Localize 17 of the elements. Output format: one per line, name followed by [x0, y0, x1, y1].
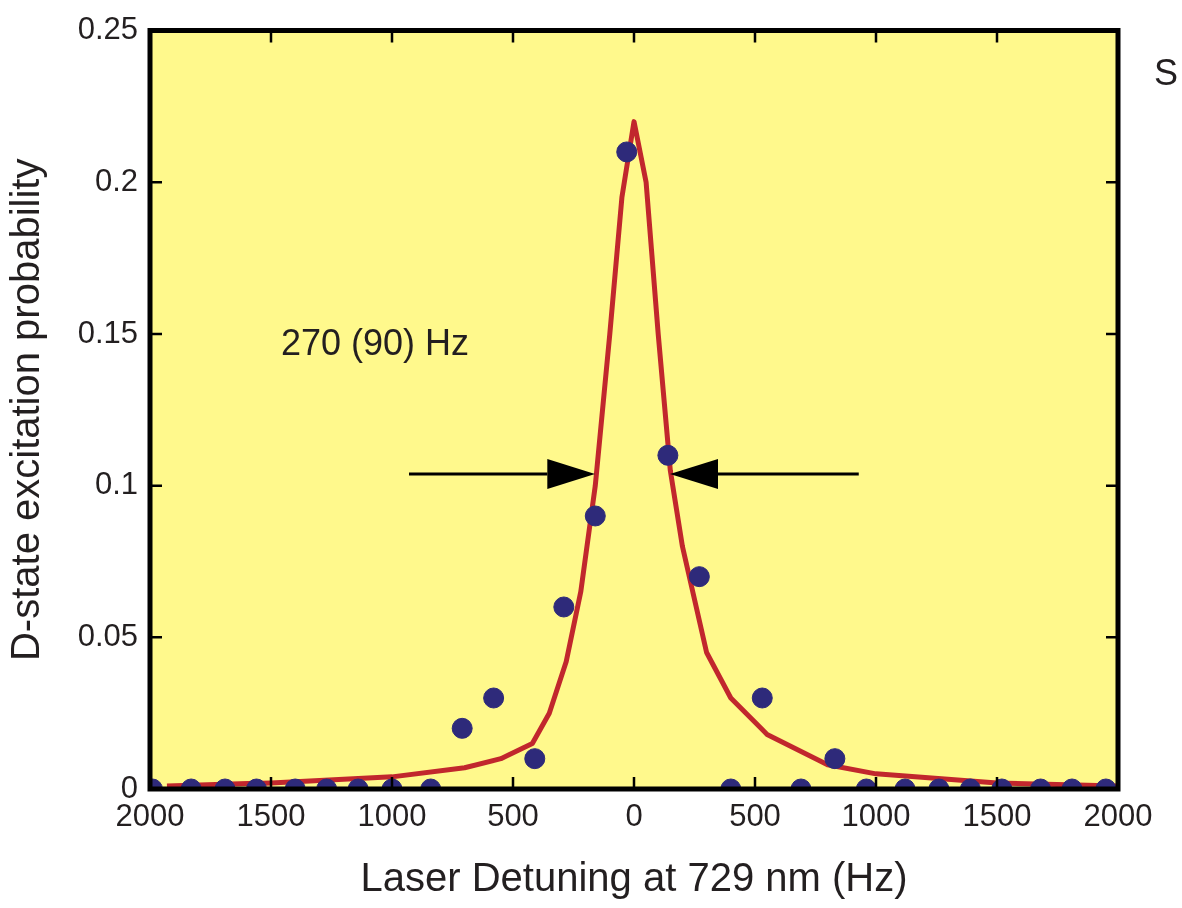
x-tick-label: 500: [487, 798, 539, 834]
y-tick-label: 0.05: [77, 617, 138, 653]
y-tick-label: 0.25: [77, 11, 138, 47]
x-tick-label: 0: [625, 798, 643, 834]
y-axis-title: D-state excitation probability: [3, 158, 48, 662]
y-tick-label: 0.15: [77, 314, 138, 350]
x-tick-label: 1500: [962, 798, 1032, 834]
x-tick-label: 1500: [236, 798, 306, 834]
y-tick-label: 0.2: [94, 162, 138, 198]
y-tick-label: 0.1: [94, 466, 138, 502]
annotation: 270 (90) Hz: [280, 321, 470, 363]
x-tick-label: 1000: [841, 798, 911, 834]
x-tick-label: 500: [729, 798, 781, 834]
x-axis-title: Laser Detuning at 729 nm (Hz): [360, 855, 908, 900]
text: S: [1153, 51, 1178, 93]
x-tick-label: 2000: [1083, 798, 1153, 834]
x-tick-label: 1000: [357, 798, 427, 834]
